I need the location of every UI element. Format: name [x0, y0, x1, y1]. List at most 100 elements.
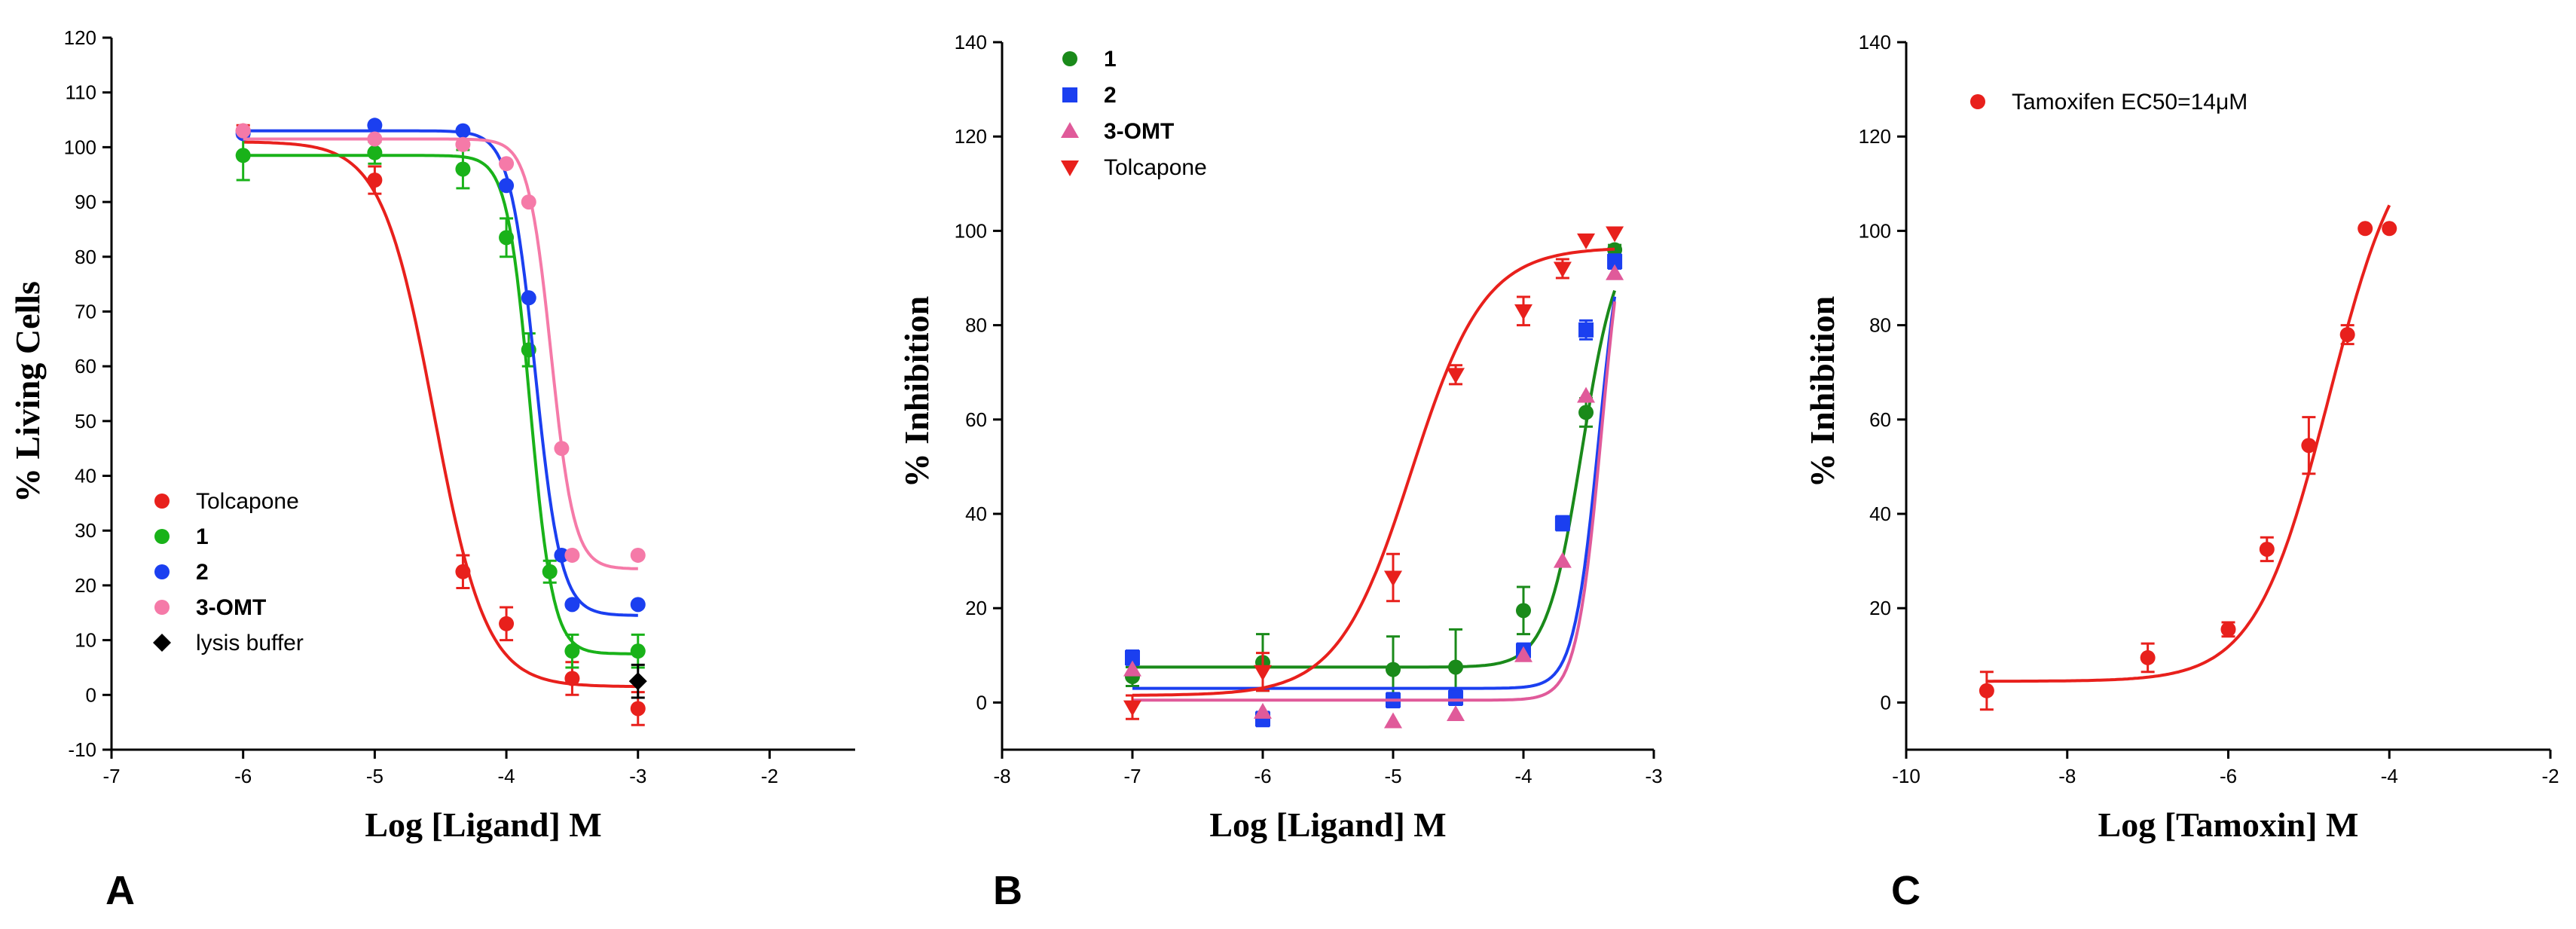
data-point [564, 547, 580, 563]
series-A-2 [235, 118, 646, 617]
y-tick-label: 40 [965, 503, 987, 525]
y-tick-label: 40 [75, 465, 96, 487]
series-A-3-OMT [235, 123, 646, 570]
data-point [521, 290, 536, 306]
y-axis-label: % Inhibition [897, 296, 936, 487]
x-tick-label: -4 [498, 765, 515, 787]
y-tick-label: 120 [955, 125, 987, 148]
data-point [1979, 683, 1994, 698]
y-tick-label: 140 [1859, 31, 1891, 53]
data-point [521, 194, 536, 210]
y-tick-label: 100 [955, 219, 987, 242]
y-tick-label: 0 [1881, 691, 1891, 714]
data-point [554, 547, 570, 563]
y-tick-label: -10 [68, 738, 96, 761]
y-tick-label: 0 [86, 683, 96, 706]
series-B-1 [1125, 242, 1623, 707]
legend-marker [154, 529, 170, 544]
legend-label: 2 [196, 560, 209, 585]
legend-marker [1061, 160, 1079, 176]
y-tick-label: 80 [1869, 314, 1891, 337]
data-point [1553, 261, 1572, 278]
y-tick-label: 80 [75, 246, 96, 268]
y-tick-label: 10 [75, 629, 96, 652]
x-tick-label: -4 [1514, 765, 1532, 787]
data-point [1514, 646, 1532, 662]
y-tick-label: 110 [66, 81, 96, 104]
x-tick-label: -5 [366, 765, 383, 787]
panel-label: B [993, 868, 1022, 913]
x-tick-label: -3 [1645, 765, 1662, 787]
y-tick-label: 120 [1859, 125, 1891, 148]
legend-marker [153, 634, 171, 652]
x-tick-label: -5 [1384, 765, 1401, 787]
y-tick-label: 90 [75, 191, 96, 213]
data-point [1254, 702, 1272, 719]
x-tick-label: -3 [629, 765, 646, 787]
legend-marker [1062, 87, 1077, 102]
y-tick-label: 30 [75, 519, 96, 542]
series-A-1 [235, 130, 646, 669]
y-tick-label: 40 [1869, 503, 1891, 525]
data-point [455, 564, 471, 579]
data-point [2140, 649, 2156, 665]
data-point [630, 597, 646, 613]
series-B-2 [1125, 253, 1623, 728]
data-point [235, 148, 251, 163]
data-point [564, 597, 580, 613]
data-point [1254, 665, 1272, 681]
legend-marker [1061, 122, 1079, 138]
fit-curve [243, 154, 638, 655]
y-tick-label: 60 [1869, 408, 1891, 431]
fit-curve [243, 137, 638, 570]
y-tick-label: 60 [75, 355, 96, 377]
data-point [1123, 700, 1141, 717]
data-point [2382, 221, 2397, 237]
legend-label: 1 [1104, 47, 1117, 72]
legend-label: 1 [196, 524, 209, 549]
data-point [1606, 264, 1624, 280]
legend-label: lysis buffer [196, 631, 304, 655]
data-point [2220, 622, 2236, 637]
legend-marker [154, 494, 170, 509]
panel-label: C [1891, 868, 1921, 913]
data-point [1514, 304, 1532, 320]
fit-curve [1986, 204, 2391, 683]
data-point [1386, 662, 1401, 677]
data-point [1384, 712, 1402, 729]
data-point [1577, 387, 1596, 403]
y-tick-label: 120 [64, 26, 96, 49]
y-tick-label: 20 [965, 597, 987, 619]
legend-label: 3-OMT [196, 595, 266, 620]
series-A-lysis buffer [628, 663, 647, 699]
chart-panel-C: 0 20 40 60 80 100 120 140 -10 -8 -6 -4 -2 Log [Tamoxi… [1803, 31, 2559, 913]
x-tick-label: -7 [1123, 765, 1141, 787]
legend-label: Tolcapone [1104, 155, 1207, 180]
data-point [564, 643, 580, 659]
data-point [367, 131, 383, 147]
data-point [499, 178, 515, 194]
y-tick-label: 20 [1869, 597, 1891, 619]
data-point [630, 547, 646, 563]
x-tick-label: -8 [993, 765, 1010, 787]
fit-curve [1132, 289, 1617, 669]
data-point [1554, 515, 1570, 531]
x-tick-label: -6 [1254, 765, 1271, 787]
legend-marker [154, 600, 170, 615]
data-point [1447, 368, 1465, 384]
data-point [499, 616, 515, 631]
data-point [499, 230, 515, 246]
chart-panel-B: 0 20 40 60 80 100 120 140 -8 -7 -6 -5 -4 -3 Log [Ligan… [897, 31, 1663, 913]
x-tick-label: -8 [2058, 765, 2076, 787]
data-point [1516, 603, 1531, 619]
fit-curve [1132, 247, 1615, 697]
data-point [455, 136, 471, 152]
data-point [499, 156, 515, 172]
data-point [630, 643, 646, 659]
data-point [1448, 690, 1464, 706]
y-tick-label: 20 [75, 574, 96, 597]
fit-curve [1132, 296, 1617, 690]
data-point [630, 701, 646, 717]
x-tick-label: -6 [234, 765, 252, 787]
data-point [2301, 438, 2317, 454]
